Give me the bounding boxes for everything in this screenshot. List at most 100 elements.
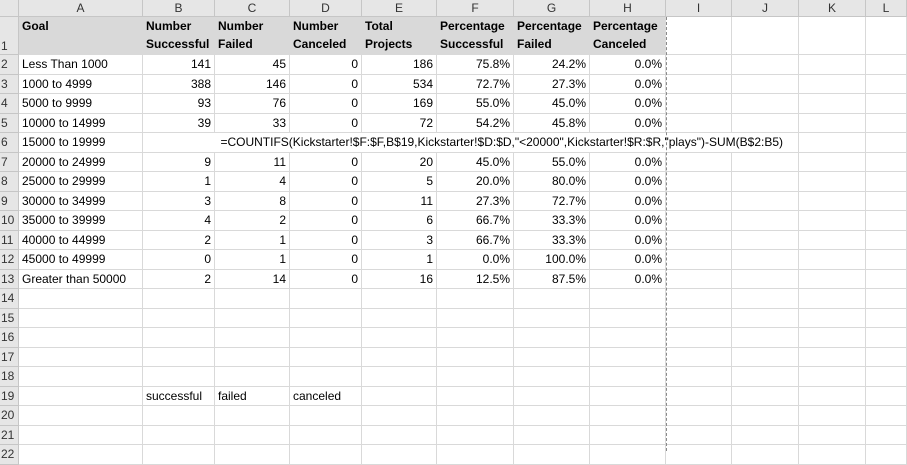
cell-a12[interactable]: 45000 to 49999 xyxy=(19,250,143,270)
cell-g11[interactable]: 33.3% xyxy=(514,230,590,250)
cell-h9[interactable]: 0.0% xyxy=(590,191,666,211)
cell-k10[interactable] xyxy=(799,211,866,231)
cell-k20[interactable] xyxy=(799,406,866,426)
cell-c11[interactable]: 1 xyxy=(215,230,290,250)
row-header-11[interactable]: 11 xyxy=(0,230,19,250)
cell-d20[interactable] xyxy=(290,406,362,426)
column-header-l[interactable]: L xyxy=(866,0,907,17)
cell-c5[interactable]: 33 xyxy=(215,113,290,133)
cell-e8[interactable]: 5 xyxy=(362,172,437,192)
cell-k19[interactable] xyxy=(799,386,866,406)
cell-j14[interactable] xyxy=(732,289,799,309)
row-header-13[interactable]: 13 xyxy=(0,269,19,289)
cell-j21[interactable] xyxy=(732,425,799,445)
cell-g16[interactable] xyxy=(514,328,590,348)
row-header-16[interactable]: 16 xyxy=(0,328,19,348)
cell-f14[interactable] xyxy=(437,289,514,309)
cell-a21[interactable] xyxy=(19,425,143,445)
header-cell-l[interactable] xyxy=(866,17,907,55)
cell-l12[interactable] xyxy=(866,250,907,270)
cell-h8[interactable]: 0.0% xyxy=(590,172,666,192)
cell-k12[interactable] xyxy=(799,250,866,270)
column-header-j[interactable]: J xyxy=(732,0,799,17)
column-header-k[interactable]: K xyxy=(799,0,866,17)
cell-l4[interactable] xyxy=(866,94,907,114)
cell-e2[interactable]: 186 xyxy=(362,55,437,75)
cell-a2[interactable]: Less Than 1000 xyxy=(19,55,143,75)
cell-b19[interactable]: successful xyxy=(143,386,215,406)
cell-j5[interactable] xyxy=(732,113,799,133)
cell-h20[interactable] xyxy=(590,406,666,426)
cell-b13[interactable]: 2 xyxy=(143,269,215,289)
cell-k6[interactable] xyxy=(799,133,866,153)
header-cell-f[interactable]: Percentage Successful xyxy=(437,17,514,55)
cell-f15[interactable] xyxy=(437,308,514,328)
cell-b14[interactable] xyxy=(143,289,215,309)
cell-f8[interactable]: 20.0% xyxy=(437,172,514,192)
header-cell-h[interactable]: Percentage Canceled xyxy=(590,17,666,55)
cell-l6[interactable] xyxy=(866,133,907,153)
cell-f16[interactable] xyxy=(437,328,514,348)
cell-c2[interactable]: 45 xyxy=(215,55,290,75)
cell-k5[interactable] xyxy=(799,113,866,133)
cell-f20[interactable] xyxy=(437,406,514,426)
row-header-12[interactable]: 12 xyxy=(0,250,19,270)
cell-k2[interactable] xyxy=(799,55,866,75)
row-header-7[interactable]: 7 xyxy=(0,152,19,172)
cell-e15[interactable] xyxy=(362,308,437,328)
row-header-6[interactable]: 6 xyxy=(0,133,19,153)
cell-b18[interactable] xyxy=(143,367,215,387)
cell-i16[interactable] xyxy=(666,328,732,348)
cell-e20[interactable] xyxy=(362,406,437,426)
cell-g10[interactable]: 33.3% xyxy=(514,211,590,231)
cell-a17[interactable] xyxy=(19,347,143,367)
cell-h19[interactable] xyxy=(590,386,666,406)
row-header-15[interactable]: 15 xyxy=(0,308,19,328)
cell-j4[interactable] xyxy=(732,94,799,114)
cell-h2[interactable]: 0.0% xyxy=(590,55,666,75)
cell-b8[interactable]: 1 xyxy=(143,172,215,192)
cell-i19[interactable] xyxy=(666,386,732,406)
cell-k18[interactable] xyxy=(799,367,866,387)
cell-l14[interactable] xyxy=(866,289,907,309)
cell-d13[interactable]: 0 xyxy=(290,269,362,289)
cell-g22[interactable] xyxy=(514,445,590,465)
cell-d12[interactable]: 0 xyxy=(290,250,362,270)
cell-c9[interactable]: 8 xyxy=(215,191,290,211)
header-cell-g[interactable]: Percentage Failed xyxy=(514,17,590,55)
cell-f7[interactable]: 45.0% xyxy=(437,152,514,172)
cell-a3[interactable]: 1000 to 4999 xyxy=(19,74,143,94)
cell-g2[interactable]: 24.2% xyxy=(514,55,590,75)
cell-f3[interactable]: 72.7% xyxy=(437,74,514,94)
cell-i17[interactable] xyxy=(666,347,732,367)
cell-h22[interactable] xyxy=(590,445,666,465)
cell-k3[interactable] xyxy=(799,74,866,94)
cell-j7[interactable] xyxy=(732,152,799,172)
cell-g12[interactable]: 100.0% xyxy=(514,250,590,270)
column-header-f[interactable]: F xyxy=(437,0,514,17)
cell-g17[interactable] xyxy=(514,347,590,367)
cell-j10[interactable] xyxy=(732,211,799,231)
cell-b4[interactable]: 93 xyxy=(143,94,215,114)
cell-l10[interactable] xyxy=(866,211,907,231)
cell-k11[interactable] xyxy=(799,230,866,250)
cell-i3[interactable] xyxy=(666,74,732,94)
cell-c20[interactable] xyxy=(215,406,290,426)
cell-h7[interactable]: 0.0% xyxy=(590,152,666,172)
cell-a16[interactable] xyxy=(19,328,143,348)
cell-e7[interactable]: 20 xyxy=(362,152,437,172)
cell-a19[interactable] xyxy=(19,386,143,406)
row-header-2[interactable]: 2 xyxy=(0,55,19,75)
row-header-14[interactable]: 14 xyxy=(0,289,19,309)
cell-d5[interactable]: 0 xyxy=(290,113,362,133)
cell-b5[interactable]: 39 xyxy=(143,113,215,133)
cell-e14[interactable] xyxy=(362,289,437,309)
cell-l20[interactable] xyxy=(866,406,907,426)
cell-g5[interactable]: 45.8% xyxy=(514,113,590,133)
header-cell-i[interactable] xyxy=(666,17,732,55)
cell-g19[interactable] xyxy=(514,386,590,406)
cell-g18[interactable] xyxy=(514,367,590,387)
row-header-19[interactable]: 19 xyxy=(0,386,19,406)
row-header-10[interactable]: 10 xyxy=(0,211,19,231)
cell-i21[interactable] xyxy=(666,425,732,445)
